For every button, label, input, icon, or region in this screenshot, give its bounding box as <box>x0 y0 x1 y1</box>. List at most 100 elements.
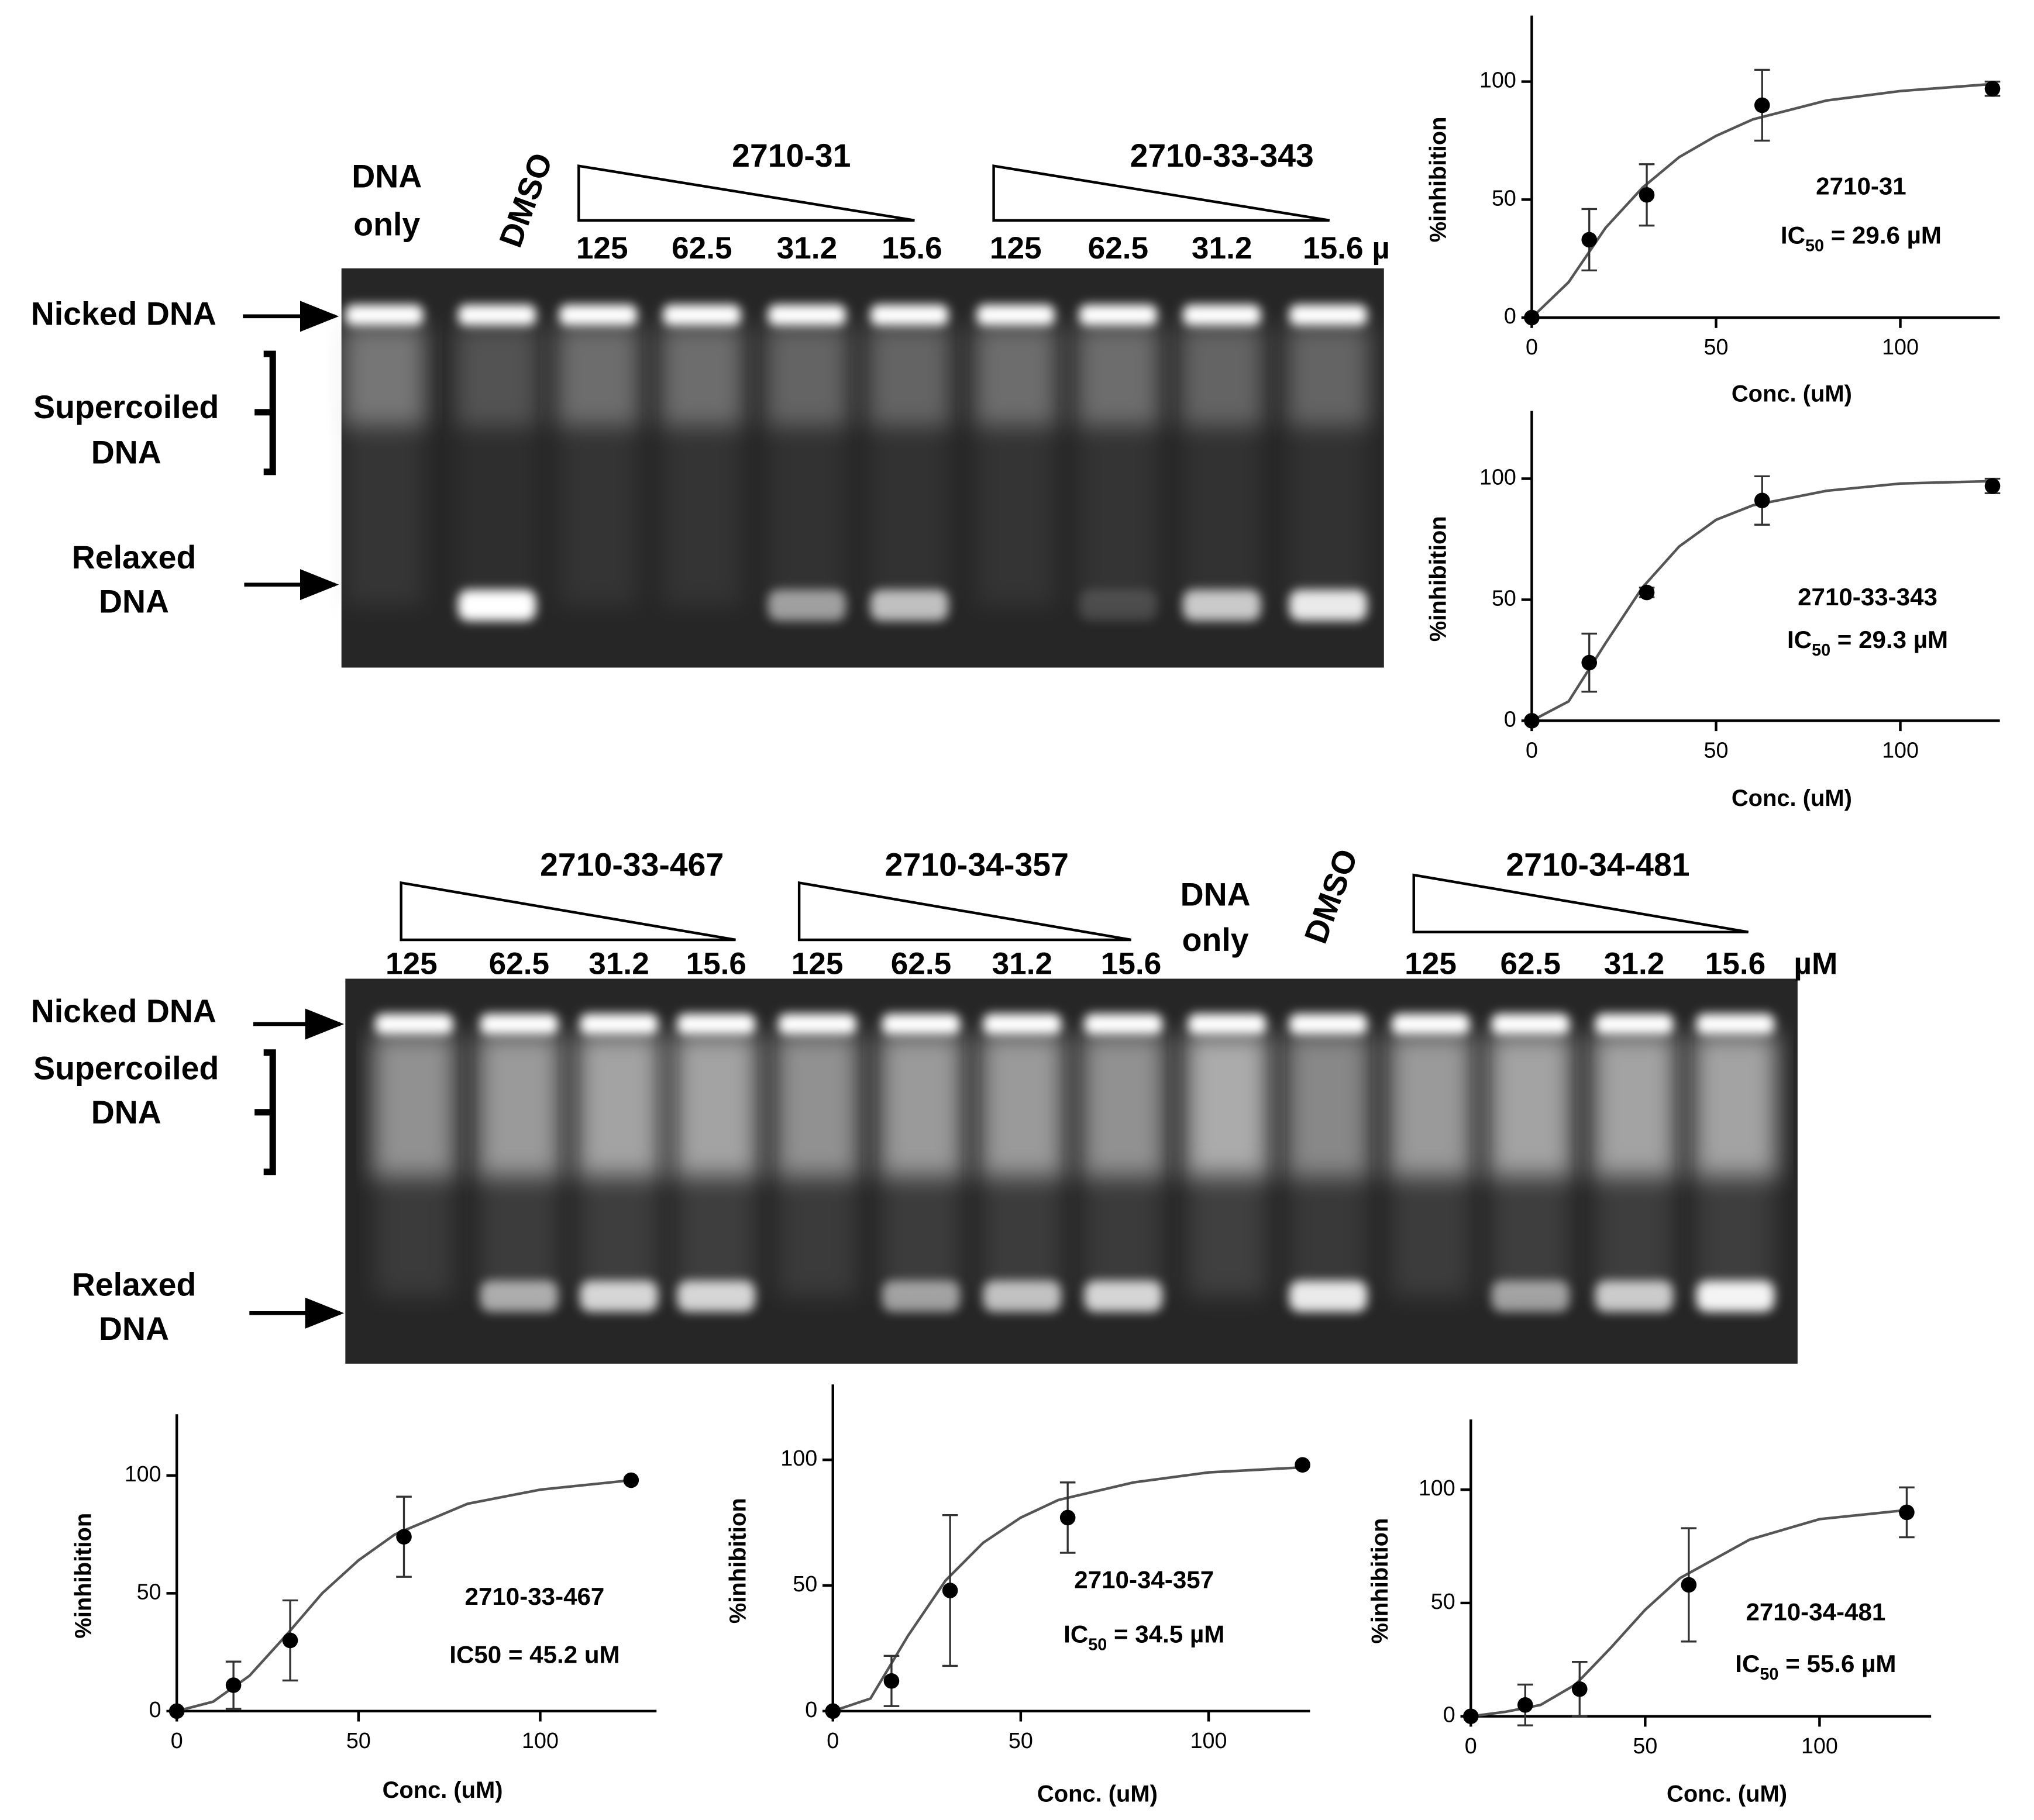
y-tick-label: 0 <box>805 1697 817 1722</box>
nicked-band <box>1595 1014 1674 1035</box>
x-tick-label: 50 <box>346 1728 371 1753</box>
concentration: 62.5 <box>489 946 550 981</box>
nicked-band <box>976 304 1055 326</box>
gradient-triangle <box>992 164 1330 222</box>
group-label: 2710-34-481 <box>1506 846 1689 883</box>
x-tick-label: 100 <box>1801 1733 1838 1758</box>
x-tick-label: 0 <box>171 1728 183 1753</box>
supercoiled-smear <box>776 1034 859 1177</box>
ic50-label: IC50 = 34.5 µM <box>1064 1620 1224 1653</box>
supercoiled-smear <box>1185 1034 1269 1177</box>
data-point <box>1639 584 1655 601</box>
data-point <box>883 1673 900 1689</box>
x-tick-label: 50 <box>1009 1728 1033 1753</box>
ic50-part: IC <box>1064 1620 1088 1647</box>
data-point <box>1681 1577 1697 1593</box>
x-axis-title: Conc. (uM) <box>1732 381 1852 407</box>
group-label: 2710-31 <box>732 137 851 174</box>
nicked-band <box>778 1014 856 1035</box>
nicked-band <box>580 1014 658 1035</box>
concentration: 62.5 <box>1088 231 1149 266</box>
lane-smear <box>1084 1166 1162 1297</box>
x-axis-title: Conc. (uM) <box>1037 1781 1158 1807</box>
y-axis-title: %inhibition <box>70 1513 96 1639</box>
ic50-part: = 29.6 µM <box>1824 222 1942 249</box>
supercoiled-smear <box>1286 325 1370 426</box>
data-point <box>396 1529 412 1545</box>
chart-background <box>1368 1415 1939 1818</box>
ic50-part: IC50 = 45.2 uM <box>449 1641 620 1669</box>
relaxed-band <box>870 590 949 621</box>
data-point <box>1754 492 1770 509</box>
ic50-part: = 34.5 µM <box>1107 1620 1224 1647</box>
nicked-band <box>1696 1014 1774 1035</box>
compound-label: 2710-31 <box>1816 173 1906 200</box>
lane-label: DMSO <box>1298 844 1365 948</box>
supercoiled-smear <box>974 325 1058 426</box>
supercoiled-smear <box>342 325 426 426</box>
chart: 0 50 100 0 50 100 Conc. (uM) %inhibition 2710-34… <box>1367 1415 1939 1818</box>
concentration: 125 <box>386 946 438 981</box>
x-tick-label: 50 <box>1704 738 1729 763</box>
concentration: 31.2 <box>992 946 1053 981</box>
gradient-triangle <box>1412 873 1749 933</box>
y-tick-label: 50 <box>793 1571 817 1596</box>
lane-smear <box>580 1166 658 1297</box>
gradient-triangle <box>400 881 736 942</box>
nicked-band <box>1289 304 1367 326</box>
x-axis-title: Conc. (uM) <box>383 1777 503 1803</box>
relaxed-band <box>580 1280 658 1312</box>
supercoiled-smear <box>868 325 951 426</box>
concentration: 31.2 <box>588 946 649 981</box>
data-point <box>1571 1681 1588 1697</box>
supercoiled-smear <box>556 325 640 426</box>
y-axis-title: %inhibition <box>1426 516 1451 642</box>
relaxed-band <box>1595 1280 1674 1312</box>
data-point <box>225 1677 242 1693</box>
y-tick-label: 50 <box>1492 185 1516 210</box>
lane-label: DNA <box>1181 876 1251 912</box>
gel-1-labels: DNA only DMSO 2710-31 2710-33-343 125 62… <box>31 137 1416 619</box>
nicked-band <box>1289 1014 1367 1035</box>
ic50-part: 50 <box>1760 1665 1778 1684</box>
gradient-triangle <box>797 881 1131 942</box>
y-axis-title: %inhibition <box>1426 117 1451 243</box>
nicked-band <box>1084 1014 1162 1035</box>
lane-smear <box>345 415 424 606</box>
nicked-band <box>1392 1014 1470 1035</box>
relaxed-band <box>480 1280 558 1312</box>
y-tick-label: 50 <box>1492 585 1516 610</box>
ic50-label: IC50 = 29.6 µM <box>1781 222 1942 255</box>
x-tick-label: 0 <box>1526 738 1538 763</box>
relaxed-band <box>677 1280 755 1312</box>
gel-background <box>345 978 1798 1364</box>
lane-label: only <box>1182 922 1249 958</box>
supercoiled-smear <box>1286 1034 1370 1177</box>
data-point <box>1984 478 2001 494</box>
concentration: 31.2 <box>1604 946 1665 981</box>
y-tick-label: 0 <box>1443 1702 1455 1727</box>
concentration: 31.2 <box>1192 231 1252 266</box>
lane-smear <box>870 415 949 606</box>
nicked-band <box>480 1014 558 1035</box>
concentration: 125 <box>576 231 628 266</box>
band-label: Relaxed <box>72 1267 197 1303</box>
nicked-band <box>458 304 536 326</box>
gel-image <box>341 268 1384 668</box>
data-point <box>1899 1504 1915 1521</box>
y-tick-label: 0 <box>1504 706 1516 731</box>
ic50-part: = 55.6 µM <box>1778 1650 1896 1677</box>
band-label: DNA <box>99 1311 169 1347</box>
relaxed-band <box>1183 590 1261 621</box>
concentration: 62.5 <box>1500 946 1561 981</box>
ic50-label: IC50 = 29.3 µM <box>1787 626 1948 659</box>
x-tick-label: 0 <box>1465 1733 1477 1758</box>
band-label: DNA <box>99 584 169 620</box>
lane-smear <box>983 1166 1061 1297</box>
lane-smear <box>677 1166 755 1297</box>
ic50-part: 50 <box>1088 1635 1107 1654</box>
group-label: 2710-33-343 <box>1130 137 1314 174</box>
lane-label: DMSO <box>492 148 559 251</box>
y-tick-label: 100 <box>1479 68 1516 92</box>
